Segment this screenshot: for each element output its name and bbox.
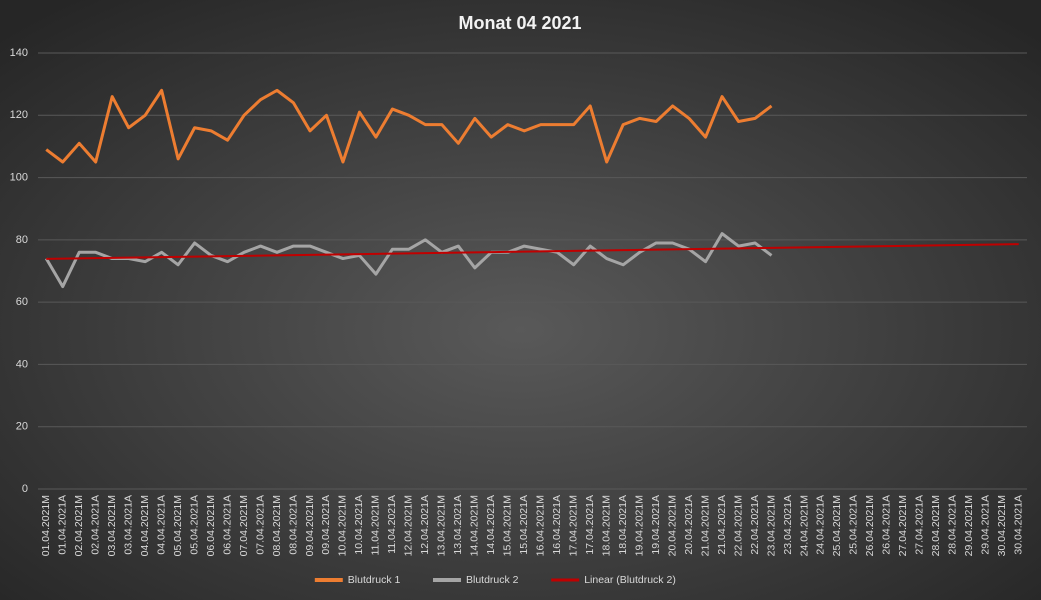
x-tick-label: 06.04.2021A [221, 495, 233, 555]
x-tick-label: 14.04.2021M [469, 495, 481, 556]
y-tick-label: 140 [10, 47, 28, 59]
x-tick-label: 20.04.2021A [683, 495, 695, 555]
y-tick-label: 60 [16, 296, 28, 308]
x-tick-label: 15.04.2021A [518, 495, 530, 555]
x-tick-label: 12.04.2021M [403, 495, 415, 556]
y-tick-label: 0 [22, 483, 28, 495]
x-tick-label: 03.04.2021M [106, 495, 118, 556]
x-tick-label: 24.04.2021M [798, 495, 810, 556]
x-tick-label: 08.04.2021M [271, 495, 283, 556]
series-line [46, 243, 1019, 260]
x-tick-label: 10.04.2021M [337, 495, 349, 556]
x-tick-label: 06.04.2021M [205, 495, 217, 556]
x-tick-label: 23.04.2021A [782, 495, 794, 555]
x-tick-label: 13.04.2021M [436, 495, 448, 556]
x-tick-label: 30.04.2021A [1013, 495, 1025, 555]
x-tick-label: 22.04.2021M [732, 495, 744, 556]
x-tick-label: 25.04.2021M [831, 495, 843, 556]
x-tick-label: 04.04.2021M [139, 495, 151, 556]
x-tick-label: 17.04.2021A [584, 495, 596, 555]
x-tick-label: 22.04.2021A [749, 495, 761, 555]
x-tick-label: 01.04.2021M [40, 495, 52, 556]
x-tick-label: 12.04.2021A [419, 495, 431, 555]
x-tick-label: 28.04.2021M [930, 495, 942, 556]
x-tick-label: 02.04.2021A [89, 495, 101, 555]
x-tick-label: 26.04.2021A [881, 495, 893, 555]
x-tick-label: 04.04.2021A [155, 495, 167, 555]
legend-label: Linear (Blutdruck 2) [584, 574, 676, 586]
x-tick-label: 16.04.2021M [535, 495, 547, 556]
x-tick-label: 27.04.2021M [897, 495, 909, 556]
legend-label: Blutdruck 1 [348, 574, 401, 586]
x-tick-label: 07.04.2021M [238, 495, 250, 556]
x-tick-label: 19.04.2021M [633, 495, 645, 556]
y-tick-label: 20 [16, 421, 28, 433]
x-tick-label: 19.04.2021A [650, 495, 662, 555]
x-tick-label: 21.04.2021M [699, 495, 711, 556]
x-tick-label: 18.04.2021M [600, 495, 612, 556]
x-tick-label: 18.04.2021A [617, 495, 629, 555]
x-tick-label: 21.04.2021A [716, 495, 728, 555]
x-tick-label: 16.04.2021A [551, 495, 563, 555]
x-tick-label: 29.04.2021A [980, 495, 992, 555]
x-tick-label: 10.04.2021A [353, 495, 365, 555]
x-tick-label: 08.04.2021A [287, 495, 299, 555]
x-tick-label: 02.04.2021M [73, 495, 85, 556]
y-tick-label: 80 [16, 234, 28, 246]
x-tick-label: 20.04.2021M [666, 495, 678, 556]
x-tick-label: 07.04.2021A [254, 495, 266, 555]
x-tick-label: 26.04.2021M [864, 495, 876, 556]
x-tick-label: 11.04.2021A [386, 495, 398, 554]
x-tick-label: 24.04.2021A [815, 495, 827, 555]
x-tick-label: 17.04.2021M [567, 495, 579, 556]
x-tick-label: 23.04.2021M [765, 495, 777, 556]
x-tick-label: 29.04.2021M [963, 495, 975, 556]
y-tick-label: 40 [16, 358, 28, 370]
x-tick-label: 03.04.2021A [122, 495, 134, 555]
x-tick-label: 09.04.2021A [320, 495, 332, 555]
x-tick-label: 01.04.2021A [57, 495, 69, 555]
x-tick-label: 27.04.2021A [914, 495, 926, 555]
chart-title: Monat 04 2021 [458, 13, 581, 33]
x-tick-label: 11.04.2021M [370, 495, 382, 556]
x-tick-label: 14.04.2021A [485, 495, 497, 555]
x-tick-label: 15.04.2021M [502, 495, 514, 556]
x-tick-label: 28.04.2021A [947, 495, 959, 555]
x-tick-label: 13.04.2021A [452, 495, 464, 555]
y-tick-label: 120 [10, 109, 28, 121]
x-tick-label: 05.04.2021M [172, 495, 184, 556]
x-tick-label: 09.04.2021M [304, 495, 316, 556]
legend-label: Blutdruck 2 [466, 574, 519, 586]
y-tick-label: 100 [10, 171, 28, 183]
x-tick-label: 05.04.2021A [188, 495, 200, 555]
x-tick-label: 30.04.2021M [996, 495, 1008, 556]
series-line [45, 88, 773, 164]
x-tick-label: 25.04.2021A [848, 495, 860, 555]
